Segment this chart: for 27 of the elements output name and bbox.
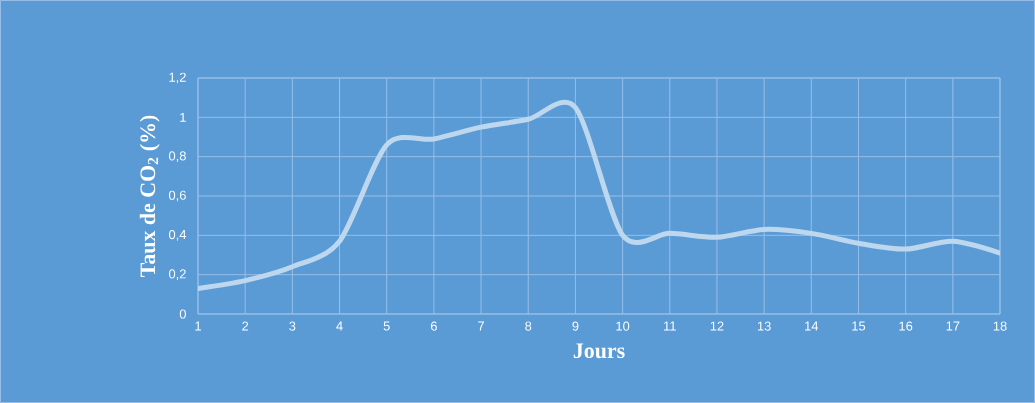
x-tick-label: 2 <box>242 321 249 331</box>
x-tick-label: 7 <box>478 321 485 331</box>
x-tick-label: 10 <box>616 321 630 331</box>
x-tick-label: 14 <box>805 321 819 331</box>
y-axis-title: Taux de CO$_{2}$ (%) <box>139 115 160 277</box>
y-tick-label: 1 <box>180 112 186 122</box>
x-tick-label: 15 <box>852 321 866 331</box>
x-tick-label: 17 <box>946 321 960 331</box>
y-tick-label: 1,2 <box>169 72 186 84</box>
y-tick-label: 0,8 <box>168 151 186 163</box>
x-tick-label: 8 <box>525 321 532 331</box>
x-tick-label: 13 <box>757 321 771 331</box>
x-tick-label: 3 <box>289 321 296 331</box>
y-tick-label: 0,4 <box>168 229 187 241</box>
y-tick-label: 0 <box>179 309 186 319</box>
y-tick-label: 0,2 <box>168 269 186 281</box>
x-tick-label: 12 <box>710 321 724 331</box>
x-tick-label: 4 <box>336 321 343 331</box>
x-tick-label: 6 <box>430 321 437 331</box>
x-axis-title: Jours <box>573 343 625 359</box>
x-tick-label: 9 <box>572 321 579 331</box>
y-tick-label: 0,6 <box>168 190 186 202</box>
x-tick-label: 5 <box>383 321 390 331</box>
x-tick-label: 16 <box>899 321 913 331</box>
x-tick-label: 1 <box>195 321 201 331</box>
x-tick-label: 11 <box>664 321 676 331</box>
x-tick-label: 18 <box>993 321 1007 331</box>
